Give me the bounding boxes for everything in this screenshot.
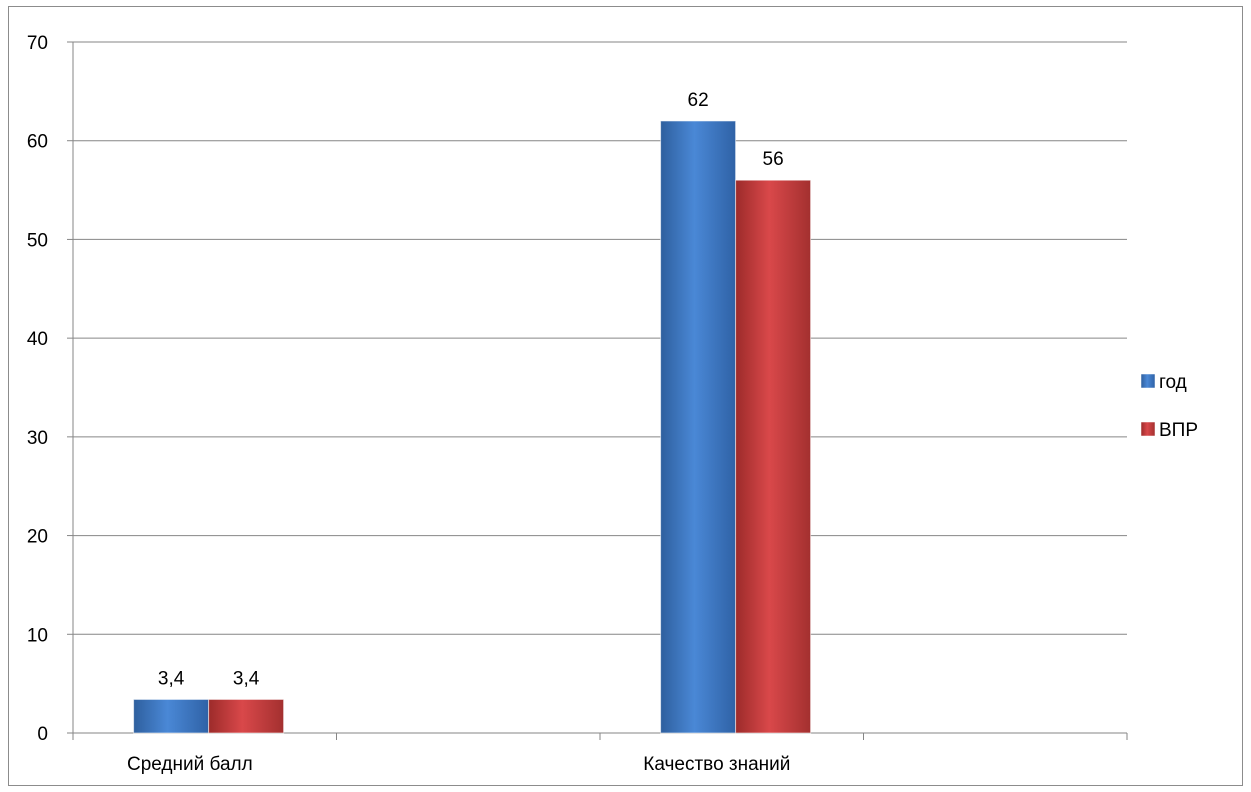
- data-label-впр-средний-балл: 3,4: [233, 668, 260, 689]
- gridlines: [73, 41, 1127, 635]
- legend-swatch-год: [1140, 373, 1156, 389]
- legend-label-год: год: [1159, 372, 1187, 393]
- data-label-год-средний-балл: 3,4: [158, 668, 185, 689]
- bars: [133, 120, 812, 734]
- y-tick-label: 70: [27, 33, 48, 54]
- axes: 0 10 20 30 40 50 60 70 Средний балл Качество знан…: [27, 33, 1128, 775]
- legend: год ВПР: [1140, 372, 1198, 441]
- data-label-впр-качество-знаний: 56: [763, 149, 784, 170]
- bar-год-средний-балл: [133, 698, 210, 734]
- y-tick-label: 30: [27, 428, 48, 449]
- data-label-год-качество-знаний: 62: [688, 90, 709, 111]
- y-tick-label: 20: [27, 527, 48, 548]
- legend-swatch-впр: [1140, 421, 1156, 437]
- y-tick-label: 40: [27, 329, 48, 350]
- bar-год-качество-знаний: [660, 120, 737, 734]
- data-labels: 3,4 3,4 62 56: [158, 90, 784, 689]
- x-category-label: Качество знаний: [643, 754, 790, 775]
- x-category-label: Средний балл: [127, 754, 253, 775]
- bar-впр-качество-знаний: [735, 179, 812, 734]
- legend-label-впр: ВПР: [1159, 420, 1198, 441]
- bar-впр-средний-балл: [208, 698, 285, 734]
- y-tick-label: 0: [37, 724, 48, 745]
- chart-frame: [8, 6, 1243, 786]
- y-tick-label: 60: [27, 132, 48, 153]
- y-tick-label: 10: [27, 625, 48, 646]
- y-tick-label: 50: [27, 230, 48, 251]
